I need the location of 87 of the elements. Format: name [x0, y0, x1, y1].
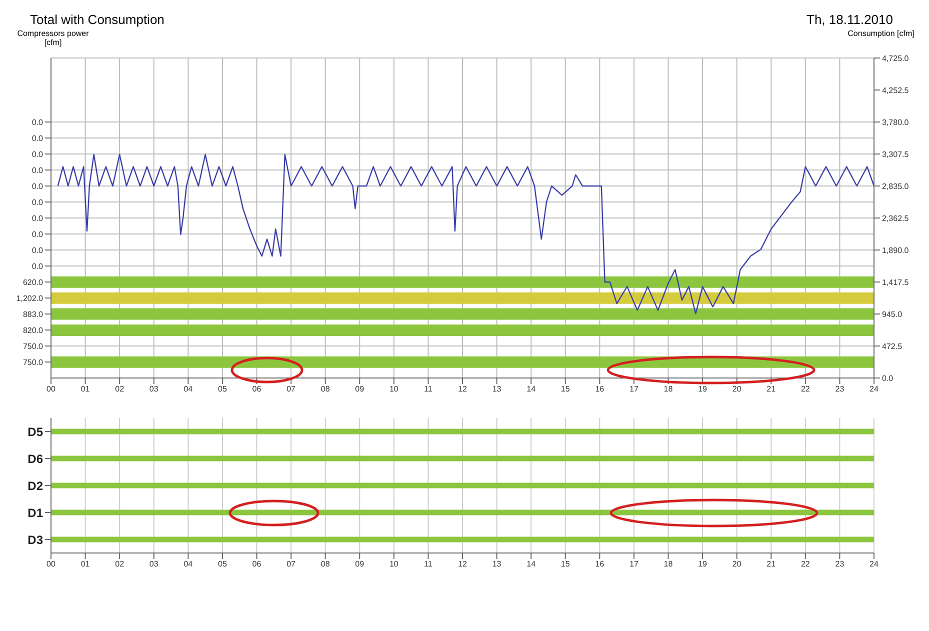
- x-tick-label: 13: [492, 384, 502, 394]
- x-tick-label: 06: [252, 384, 262, 394]
- y-tick-label: D6: [28, 452, 44, 466]
- x-tick-label: 05: [218, 560, 228, 569]
- y2-tick-label: 4,725.0: [882, 54, 910, 63]
- text: 0.0: [32, 214, 44, 223]
- y-tick-label: D1: [28, 506, 44, 520]
- y-tick-label: D3: [28, 532, 44, 547]
- y2-tick-label: 0.0: [882, 374, 894, 383]
- x-tick-label: 16: [595, 384, 605, 394]
- x-tick-label: 21: [766, 560, 776, 569]
- x-tick-label: 07: [286, 384, 296, 394]
- x-tick-label: 18: [664, 384, 674, 394]
- x-tick-label: 01: [80, 560, 90, 569]
- text: 0.0: [32, 246, 44, 255]
- y2-tick-label: 1,890.0: [882, 246, 910, 255]
- x-tick-label: 15: [560, 384, 570, 394]
- x-tick-label: 21: [766, 384, 776, 394]
- x-tick-label: 19: [698, 384, 708, 394]
- x-tick-label: 06: [252, 560, 262, 569]
- y2-tick-label: 945.0: [882, 310, 903, 319]
- text: 0.0: [32, 198, 44, 207]
- x-tick-label: 02: [115, 560, 125, 569]
- y-axis-title: Compressors power [cfm]: [16, 29, 90, 47]
- x-tick-label: 10: [389, 560, 399, 569]
- text: 620.0: [22, 278, 44, 287]
- x-tick-label: 03: [149, 384, 159, 394]
- x-tick-label: 24: [870, 560, 879, 569]
- x-tick-label: 24: [870, 384, 879, 394]
- x-tick-label: 22: [800, 560, 810, 569]
- y2-tick-label: 2,362.5: [882, 214, 910, 223]
- text: 0.0: [32, 150, 44, 159]
- text: 883.0: [22, 310, 44, 319]
- y2-tick-label: 472.5: [882, 342, 903, 351]
- x-tick-label: 05: [218, 384, 228, 394]
- x-tick-label: 11: [424, 384, 433, 394]
- x-tick-label: 17: [630, 384, 639, 394]
- x-tick-label: 00: [46, 560, 56, 569]
- text: 750.0: [22, 358, 44, 367]
- x-tick-label: 12: [458, 384, 468, 394]
- x-tick-label: 11: [424, 560, 433, 569]
- x-tick-label: 18: [664, 560, 674, 569]
- text: 750.0: [22, 342, 44, 351]
- x-tick-label: 01: [80, 384, 90, 394]
- x-tick-label: 04: [184, 560, 194, 569]
- text: 1,202.0: [16, 294, 44, 303]
- y2-tick-label: 2,835.0: [882, 182, 910, 191]
- x-tick-label: 09: [355, 560, 365, 569]
- x-tick-label: 22: [800, 384, 810, 394]
- y-tick-label: D5: [28, 424, 44, 439]
- x-tick-label: 20: [732, 384, 742, 394]
- y2-tick-label: 3,780.0: [882, 118, 910, 127]
- x-tick-label: 17: [630, 560, 639, 569]
- x-tick-label: 12: [458, 560, 468, 569]
- text: Th, 18.11.2010: [806, 12, 893, 27]
- x-tick-label: 20: [732, 560, 742, 569]
- y2-axis-title: Consumption [cfm]: [846, 29, 916, 38]
- chart-title: Total with Consumption: [30, 12, 164, 27]
- x-tick-label: 10: [389, 384, 399, 394]
- x-tick-label: 08: [320, 384, 330, 394]
- text: 0.0: [32, 134, 44, 143]
- x-tick-label: 07: [286, 560, 296, 569]
- y-tick-label: D2: [28, 478, 44, 493]
- x-tick-label: 04: [184, 384, 194, 394]
- x-tick-label: 08: [320, 560, 330, 569]
- text: 0.0: [32, 118, 44, 127]
- x-tick-label: 14: [526, 560, 536, 569]
- x-tick-label: 14: [526, 384, 536, 394]
- text: 0.0: [32, 230, 44, 239]
- x-tick-label: 00: [46, 384, 56, 394]
- x-tick-label: 03: [149, 560, 159, 569]
- x-tick-label: 23: [835, 560, 845, 569]
- x-tick-label: 13: [492, 560, 502, 569]
- x-tick-label: 02: [115, 384, 125, 394]
- x-tick-label: 16: [595, 560, 605, 569]
- y2-tick-label: 3,307.5: [882, 150, 910, 159]
- line-series: [57, 154, 874, 314]
- text: 0.0: [32, 262, 44, 271]
- y2-tick-label: 1,417.5: [882, 278, 910, 287]
- x-tick-label: 09: [355, 384, 365, 394]
- y2-tick-label: 4,252.5: [882, 86, 910, 95]
- x-tick-label: 23: [835, 384, 845, 394]
- x-tick-label: 15: [560, 560, 570, 569]
- text: 0.0: [32, 166, 44, 175]
- text: 0.0: [32, 182, 44, 191]
- text: 820.0: [22, 326, 44, 335]
- x-tick-label: 19: [698, 560, 708, 569]
